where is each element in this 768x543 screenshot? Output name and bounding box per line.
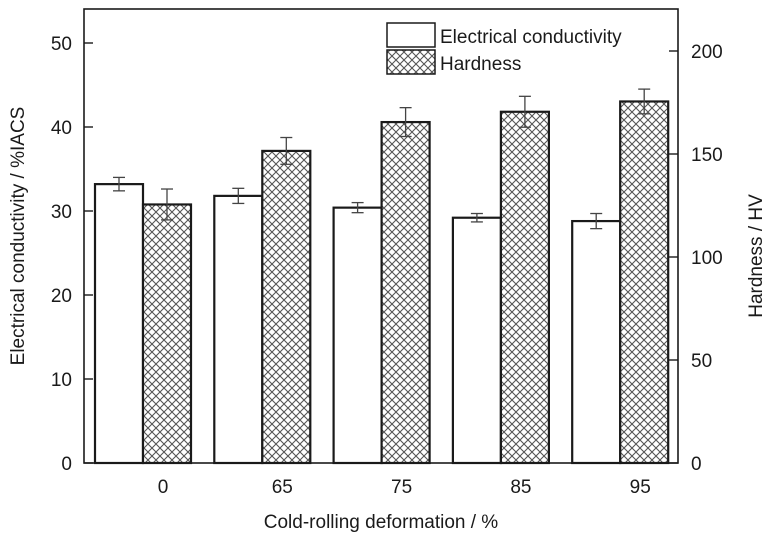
error-bar-conductivity-0 (113, 176, 125, 192)
error-bar-hardness-65 (280, 136, 293, 165)
x-tick-label: 0 (158, 477, 169, 498)
bars-layer (93, 100, 670, 465)
error-bar-hardness-0 (161, 188, 173, 221)
y-axis-title: Electrical conductivity / %IACS (8, 107, 29, 366)
error-bar-conductivity-75 (351, 201, 364, 214)
y2-tick-label: 150 (691, 145, 723, 166)
error-bar-conductivity-65 (232, 187, 245, 205)
y-tick-label: 50 (51, 34, 72, 55)
bar-hardness-85 (499, 110, 550, 465)
bar-conductivity-85 (451, 216, 502, 465)
error-bars-layer (113, 88, 651, 230)
bar-conductivity-95 (571, 219, 622, 465)
y-tick-label: 10 (51, 370, 72, 391)
bar-hardness-95 (619, 100, 670, 465)
x-tick-label: 75 (391, 477, 412, 498)
y2-tick-label: 100 (691, 248, 723, 269)
plot-frame (83, 8, 679, 464)
bar-hardness-0 (141, 203, 193, 465)
x-tick-label: 95 (630, 477, 651, 498)
y2-axis-title: Hardness / HV (746, 194, 767, 318)
y2-tick-label: 50 (691, 351, 712, 372)
y-tick-label: 0 (61, 454, 72, 475)
error-bar-conductivity-85 (470, 212, 483, 223)
error-bar-conductivity-95 (590, 212, 603, 230)
legend-label-electrical-conductivity: Electrical conductivity (440, 27, 622, 48)
y-tick-label: 40 (51, 118, 72, 139)
bar-hardness-75 (380, 120, 431, 465)
x-tick-label: 65 (272, 477, 293, 498)
y2-tick-label: 200 (691, 42, 723, 63)
x-axis: 0 65 75 85 95 (158, 477, 651, 498)
error-bar-hardness-75 (399, 107, 412, 138)
left-axis: 0 10 20 30 40 50 (51, 34, 93, 475)
x-tick-label: 85 (510, 477, 531, 498)
legend-label-hardness: Hardness (440, 54, 521, 75)
y-tick-label: 30 (51, 202, 72, 223)
bar-conductivity-0 (93, 183, 145, 465)
legend-swatch-hardness (386, 49, 436, 75)
x-axis-title: Cold-rolling deformation / % (264, 512, 499, 533)
y-tick-label: 20 (51, 286, 72, 307)
bar-conductivity-75 (332, 206, 383, 465)
legend-swatch-electrical-conductivity (386, 22, 436, 48)
legend: Electrical conductivity Hardness (386, 22, 622, 75)
right-axis: 0 50 100 150 200 (669, 42, 723, 475)
y2-tick-label: 0 (691, 454, 702, 475)
error-bar-hardness-85 (518, 95, 531, 128)
bar-hardness-65 (261, 149, 312, 465)
bar-conductivity-65 (213, 194, 264, 465)
error-bar-hardness-95 (638, 88, 651, 115)
